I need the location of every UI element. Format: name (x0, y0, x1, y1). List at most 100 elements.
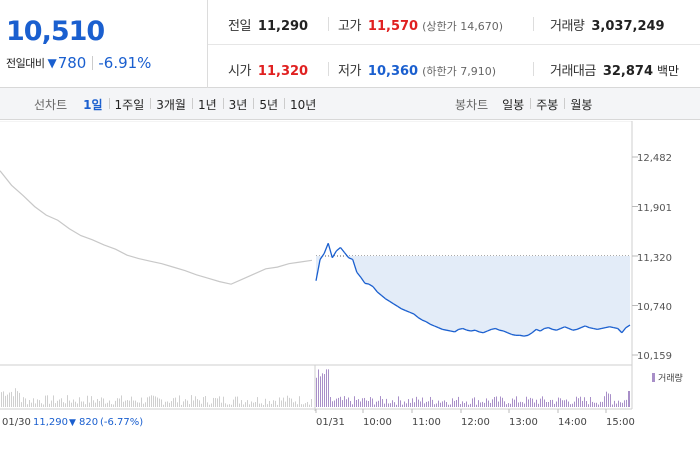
divider (92, 56, 94, 70)
tab-3y[interactable]: 3년 (222, 96, 254, 113)
volume-bar (458, 396, 459, 407)
volume-bar (195, 396, 196, 407)
volume-bar (328, 369, 329, 407)
volume-bar (193, 400, 194, 407)
stat-label: 저가 (338, 64, 361, 79)
volume-bar (450, 404, 451, 407)
volume-bar (600, 401, 601, 407)
today-line-down-segment (507, 332, 512, 336)
tab-1w[interactable]: 1주일 (108, 96, 151, 113)
volume-bar (588, 404, 589, 407)
volume-bar (374, 404, 375, 407)
change-label: 전일대비 (6, 57, 45, 70)
volume-bar (392, 400, 393, 407)
volume-bar (95, 402, 96, 407)
today-line-down-segment (462, 327, 468, 331)
volume-bar (159, 398, 160, 407)
today-line-down-segment (352, 259, 358, 273)
volume-bar (388, 403, 389, 407)
x-tick-label: 11:00 (412, 417, 441, 428)
volume-bar (127, 400, 128, 407)
volume-bar (590, 397, 591, 407)
today-line-down-segment (572, 328, 578, 331)
tab-3m[interactable]: 3개월 (150, 96, 192, 113)
divider (533, 17, 534, 31)
volume-bar (73, 399, 74, 407)
volume-bar (167, 401, 168, 407)
today-line-down-segment (442, 328, 447, 331)
volume-bar (239, 403, 240, 407)
today-line-down-segment (389, 300, 394, 305)
volume-bar (584, 397, 585, 407)
volume-bar (295, 401, 296, 407)
volume-bar (33, 398, 34, 407)
volume-bar (548, 401, 549, 407)
change-row: 전일대비 ▼ 780 -6.91% (6, 54, 151, 72)
volume-bar (336, 398, 337, 407)
tab-weekly-candle[interactable]: 주봉 (530, 96, 564, 113)
chart-grid (0, 121, 638, 413)
tab-1y[interactable]: 1년 (191, 96, 223, 113)
volume-bar (470, 403, 471, 407)
volume-bar (53, 395, 54, 407)
volume-bar (456, 400, 457, 407)
volume-bar (145, 402, 146, 407)
volume-bar (410, 402, 411, 407)
volume-bar (358, 399, 359, 407)
volume-bar (382, 399, 383, 407)
volume-bar (500, 396, 501, 407)
tab-monthly-candle[interactable]: 월봉 (564, 96, 598, 113)
volume-bar (362, 398, 363, 407)
volume-bar (396, 404, 397, 407)
tab-10y[interactable]: 10년 (284, 96, 322, 113)
volume-bar (332, 401, 333, 407)
line-chart-tabs: 선차트 1일 1주일 3개월 1년 3년 5년 10년 (34, 88, 322, 120)
volume-bar (530, 397, 531, 407)
volume-bar (87, 395, 88, 407)
volume-bar (398, 396, 399, 407)
today-line-down-segment (482, 330, 488, 334)
volume-bar (486, 398, 487, 407)
volume-bar (261, 403, 262, 407)
volume-bar (223, 396, 224, 407)
volume-bar (63, 402, 64, 407)
volume-bar (39, 400, 40, 407)
volume-bar (466, 401, 467, 407)
volume-bar (460, 404, 461, 407)
volume-bar (121, 395, 122, 407)
volume-bar (147, 397, 148, 407)
tab-1d[interactable]: 1일 (83, 97, 103, 112)
volume-bar (69, 400, 70, 407)
volume-bar (37, 399, 38, 407)
tab-5y[interactable]: 5년 (253, 96, 284, 113)
today-line-down-segment (344, 252, 350, 259)
volume-bar (221, 402, 222, 407)
today-line-down-segment (535, 328, 541, 332)
volume-bar (49, 403, 50, 407)
volume-bar (181, 404, 182, 407)
volume-bar (55, 403, 56, 407)
stat-value: 11,570 (367, 19, 419, 34)
y-tick-label: 10,159 (637, 351, 672, 362)
volume-bar (574, 401, 575, 407)
volume-bar (205, 396, 206, 407)
volume-bar (378, 400, 379, 407)
volume-bar (338, 397, 339, 407)
volume-bar (568, 401, 569, 407)
today-line-down-segment (519, 334, 525, 337)
volume-bar (480, 402, 481, 407)
today-line-down-segment (434, 325, 439, 329)
volume-bar (454, 400, 455, 407)
tab-daily-candle[interactable]: 일봉 (502, 97, 525, 112)
today-line-down-segment (315, 259, 321, 281)
volume-bar (570, 404, 571, 407)
y-tick-label: 12,482 (637, 153, 672, 164)
volume-bar (275, 400, 276, 407)
today-line-down-segment (474, 329, 480, 333)
price-chart[interactable]: 12,482 11,901 11,320 10,740 10,159 거래량 0… (0, 121, 700, 450)
today-line-down-segment (552, 328, 557, 331)
today-line-down-segment (531, 328, 537, 334)
volume-bar (610, 394, 611, 407)
today-line-down-segment (323, 243, 329, 254)
volume-bar (119, 398, 120, 407)
